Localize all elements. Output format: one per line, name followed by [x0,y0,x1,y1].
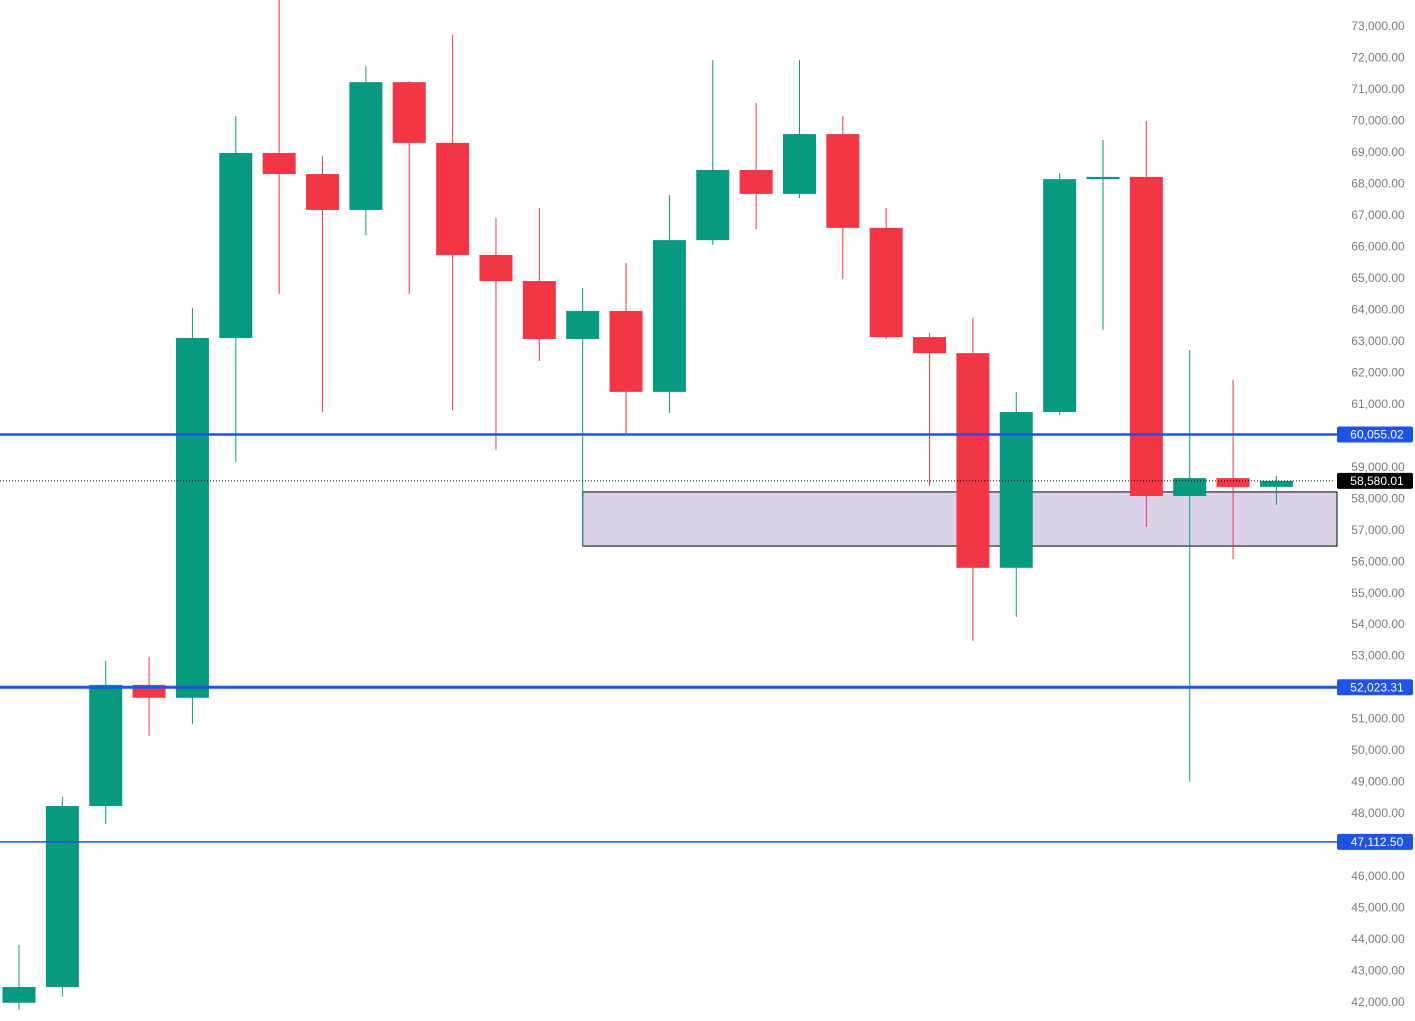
y-tick-label: 65,000.00 [1351,271,1405,285]
candle-body [89,684,123,807]
y-tick-label: 44,000.00 [1351,932,1405,946]
y-tick-label: 45,000.00 [1351,900,1405,914]
candle-body [1259,480,1293,487]
y-tick-label: 62,000.00 [1351,365,1405,379]
y-tick-label: 43,000.00 [1351,963,1405,977]
y-tick-label: 58,000.00 [1351,491,1405,505]
candle-body [956,353,990,568]
candle-body [306,174,340,210]
candle-body [869,227,903,338]
y-tick-label: 53,000.00 [1351,649,1405,663]
candle-body [219,152,253,339]
level-label: 52,023.31 [1350,680,1404,694]
price-label-box [1337,472,1413,489]
y-tick-label: 69,000.00 [1351,145,1405,159]
candle-body [436,142,470,255]
candle-body [1216,478,1250,487]
candle-body [45,806,79,988]
y-tick-label: 68,000.00 [1351,177,1405,191]
candle-body [696,169,730,241]
candle-body [609,310,643,392]
y-tick-label: 42,000.00 [1351,995,1405,1009]
y-tick-label: 63,000.00 [1351,334,1405,348]
candle-body [1129,176,1163,497]
candle-body [826,134,860,228]
y-tick-label: 56,000.00 [1351,554,1405,568]
y-tick-label: 46,000.00 [1351,869,1405,883]
candle-body [566,310,600,339]
candle-body [479,254,513,282]
candle-body [913,337,947,354]
y-tick-label: 71,000.00 [1351,82,1405,96]
y-tick-label: 57,000.00 [1351,523,1405,537]
y-tick-label: 50,000.00 [1351,743,1405,757]
y-tick-label: 70,000.00 [1351,114,1405,128]
level-label-box [1337,679,1413,696]
y-tick-label: 54,000.00 [1351,617,1405,631]
y-tick-label: 49,000.00 [1351,775,1405,789]
y-tick-label: 72,000.00 [1351,51,1405,65]
candle-body [999,411,1033,568]
y-tick-label: 67,000.00 [1351,208,1405,222]
candle-body [175,338,209,698]
candle-body [392,82,426,143]
level-label-box [1337,426,1413,443]
candle-body [1086,176,1120,180]
y-tick-label: 48,000.00 [1351,806,1405,820]
y-tick-label: 73,000.00 [1351,19,1405,33]
level-label: 60,055.02 [1350,428,1404,442]
candle-body [522,281,556,339]
candle-body [1173,478,1207,497]
price-label: 58,580.01 [1350,474,1404,488]
candle-body [349,82,383,210]
candle-body [652,240,686,392]
level-label-box [1337,833,1413,850]
level-label: 47,112.50 [1351,835,1404,849]
y-tick-label: 66,000.00 [1351,240,1405,254]
y-tick-label: 55,000.00 [1351,586,1405,600]
y-tick-label: 51,000.00 [1351,712,1405,726]
candle-body [262,152,296,175]
y-tick-label: 59,000.00 [1351,460,1405,474]
candle-body [2,987,36,1003]
candle-body [782,134,816,194]
y-tick-label: 64,000.00 [1351,303,1405,317]
candle-body [1043,179,1077,412]
y-tick-label: 61,000.00 [1351,397,1405,411]
candle-body [739,169,773,194]
